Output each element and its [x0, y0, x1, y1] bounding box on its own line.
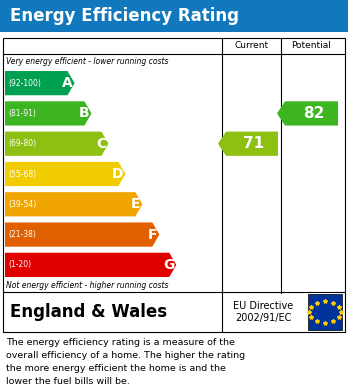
- Text: Energy Efficiency Rating: Energy Efficiency Rating: [10, 7, 239, 25]
- Text: E: E: [131, 197, 140, 211]
- Text: (39-54): (39-54): [8, 200, 36, 209]
- Polygon shape: [5, 222, 159, 247]
- Polygon shape: [218, 132, 278, 156]
- Text: C: C: [96, 137, 106, 151]
- Polygon shape: [5, 192, 142, 216]
- Polygon shape: [5, 71, 74, 95]
- Text: (69-80): (69-80): [8, 139, 36, 148]
- Text: G: G: [163, 258, 174, 272]
- Text: Not energy efficient - higher running costs: Not energy efficient - higher running co…: [6, 282, 168, 291]
- Text: Very energy efficient - lower running costs: Very energy efficient - lower running co…: [6, 57, 168, 66]
- Bar: [0, 0, 348, 32]
- Text: (1-20): (1-20): [8, 260, 31, 269]
- Text: (81-91): (81-91): [8, 109, 36, 118]
- Polygon shape: [5, 132, 109, 156]
- Text: (55-68): (55-68): [8, 170, 36, 179]
- Polygon shape: [277, 101, 338, 126]
- Text: England & Wales: England & Wales: [10, 303, 167, 321]
- Text: Potential: Potential: [291, 41, 331, 50]
- Bar: [308, 294, 342, 330]
- Polygon shape: [5, 162, 125, 186]
- Text: EU Directive: EU Directive: [234, 301, 294, 311]
- Text: F: F: [148, 228, 157, 242]
- Text: D: D: [112, 167, 124, 181]
- Polygon shape: [5, 101, 92, 126]
- Bar: [3, 292, 345, 332]
- Text: A: A: [62, 76, 72, 90]
- Text: (92-100): (92-100): [8, 79, 41, 88]
- Text: Current: Current: [235, 41, 269, 50]
- Polygon shape: [5, 253, 176, 277]
- Text: 71: 71: [244, 136, 264, 151]
- Text: (21-38): (21-38): [8, 230, 36, 239]
- Text: B: B: [79, 106, 89, 120]
- Text: The energy efficiency rating is a measure of the
overall efficiency of a home. T: The energy efficiency rating is a measur…: [6, 338, 245, 386]
- Bar: [3, 38, 345, 293]
- Text: 2002/91/EC: 2002/91/EC: [235, 313, 292, 323]
- Text: 82: 82: [303, 106, 324, 121]
